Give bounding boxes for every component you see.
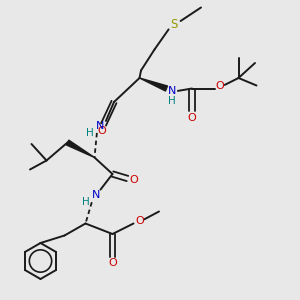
Text: N: N [96, 121, 105, 131]
Text: H: H [168, 96, 176, 106]
Text: H: H [86, 128, 94, 138]
Text: O: O [135, 215, 144, 226]
Text: O: O [215, 81, 224, 91]
Text: H: H [82, 196, 89, 207]
Text: N: N [168, 86, 176, 96]
Text: O: O [130, 175, 139, 185]
Polygon shape [66, 140, 94, 158]
Text: O: O [108, 258, 117, 268]
Polygon shape [140, 78, 167, 91]
Text: O: O [188, 112, 196, 123]
Text: S: S [170, 17, 178, 31]
Text: O: O [97, 126, 106, 136]
Text: N: N [92, 190, 100, 200]
